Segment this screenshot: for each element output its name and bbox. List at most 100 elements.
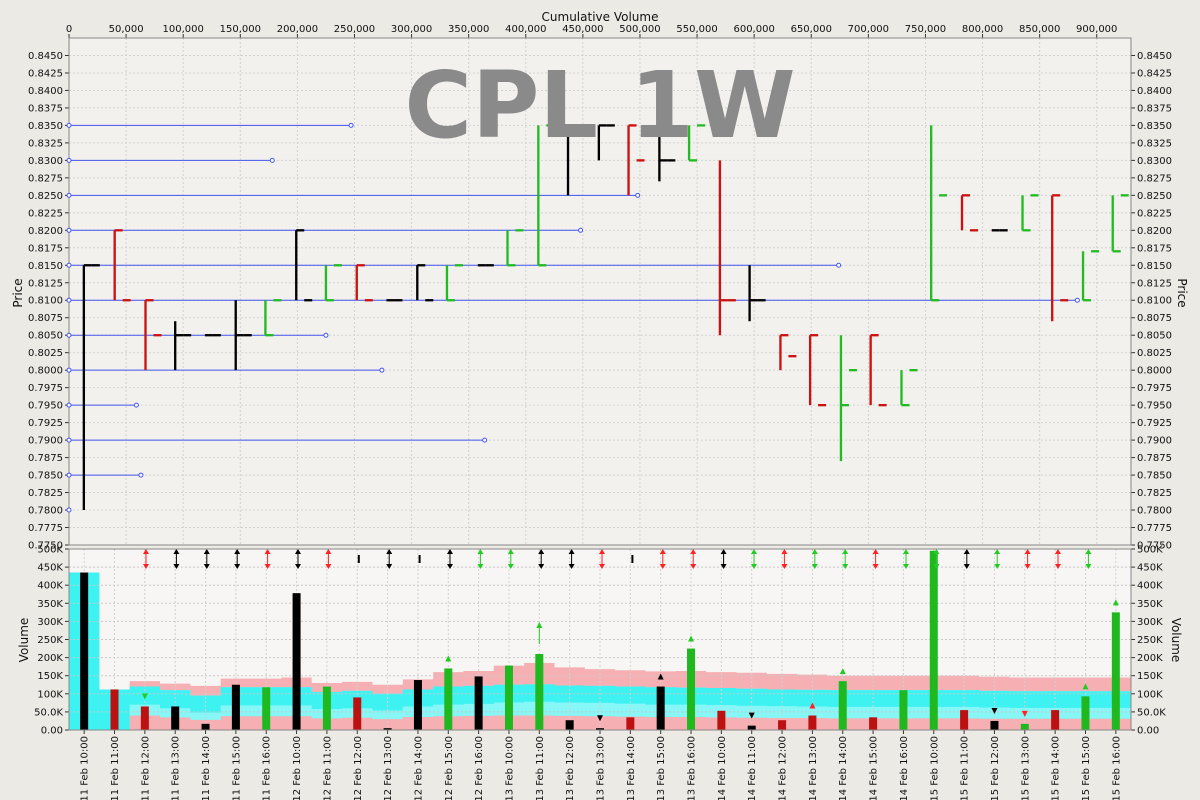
bar-annotation-up — [657, 673, 664, 680]
change-marker-down-head — [1085, 564, 1092, 569]
volume-tick-label-right: 0.00 — [1137, 726, 1159, 737]
x-tick-label: 650,000 — [791, 24, 832, 35]
change-marker-up-head — [325, 549, 332, 554]
x-tick-label: 300,000 — [391, 24, 432, 35]
change-marker-down-head — [872, 564, 879, 569]
volume-bar — [656, 686, 665, 730]
price-tick-label-right: 0.8250 — [1137, 191, 1172, 202]
bar-annotation-up — [809, 702, 816, 709]
volume-at-price-start — [66, 332, 72, 338]
change-marker — [720, 549, 727, 569]
price-tick-label-left: 0.7850 — [28, 471, 63, 482]
volume-tick-label-right: 50.0K — [1137, 707, 1166, 718]
price-tick-label-left: 0.8400 — [28, 86, 63, 97]
volume-at-price-start — [66, 192, 72, 198]
change-marker-down-head — [751, 564, 757, 569]
volume-bar — [262, 687, 271, 730]
price-tick-label-right: 0.7825 — [1137, 488, 1172, 499]
volume-at-price-start — [66, 402, 72, 408]
price-tick-label-left: 0.8325 — [28, 138, 63, 149]
volume-tick-label-left: 50.0K — [34, 707, 63, 718]
category-tick-label: 11 Feb 15:00 — [231, 736, 242, 800]
volume-bar — [717, 710, 726, 730]
price-axis-title-left: Price — [11, 278, 25, 307]
category-tick-label: 13 Feb 11:00 — [535, 736, 546, 800]
volume-tick-label-left: 350K — [37, 599, 63, 610]
change-marker-down-head — [842, 564, 849, 569]
category-tick-label: 15 Feb 14:00 — [1051, 736, 1062, 800]
change-marker-down-head — [325, 564, 332, 569]
volume-bar — [171, 706, 180, 730]
volume-bar — [413, 680, 422, 730]
volume-bar — [140, 706, 149, 730]
change-marker-up-head — [386, 549, 393, 554]
volume-bar — [535, 653, 544, 730]
price-tick-label-right: 0.8025 — [1137, 348, 1172, 359]
x-axis-title: Cumulative Volume — [542, 10, 659, 24]
volume-tick-label-left: 500K — [37, 545, 63, 556]
change-marker-up-head — [507, 549, 514, 554]
change-marker — [781, 549, 788, 569]
volume-bar — [231, 684, 240, 730]
volume-plot-border — [68, 548, 1132, 731]
category-tick-label: 15 Feb 16:00 — [1111, 736, 1122, 800]
change-marker — [386, 549, 393, 569]
category-tick-label: 12 Feb 13:00 — [383, 736, 394, 800]
volume-bar — [838, 681, 847, 730]
change-marker-up-head — [173, 549, 180, 554]
category-tick-label: 11 Feb 11:00 — [110, 736, 121, 800]
bar-annotation-down — [991, 707, 998, 714]
change-marker-down-head — [599, 564, 605, 569]
change-marker-up-head — [538, 549, 545, 554]
change-marker-up-head — [447, 549, 453, 554]
volume-bar — [353, 697, 362, 730]
category-tick-label: 11 Feb 13:00 — [171, 736, 182, 800]
volume-bar — [565, 720, 574, 730]
change-marker-up-head — [477, 549, 484, 554]
bar-annotation-down — [141, 693, 148, 700]
change-marker — [994, 549, 1001, 569]
bar-annotation-down — [1021, 710, 1028, 717]
change-marker-down-head — [811, 564, 818, 569]
change-marker — [872, 549, 879, 569]
change-marker-down-head — [1055, 564, 1061, 569]
change-marker — [325, 549, 332, 569]
volume-tick-label-right: 250K — [1137, 635, 1163, 646]
change-marker-down-head — [507, 564, 514, 569]
volume-at-price-end — [133, 402, 139, 408]
change-marker-up-head — [264, 549, 271, 554]
volume-bar — [990, 720, 999, 730]
price-axis-title-right: Price — [1175, 278, 1189, 307]
change-marker-up-head — [872, 549, 879, 554]
change-marker — [659, 549, 666, 569]
change-marker-up-head — [720, 549, 727, 554]
category-tick-label: 14 Feb 14:00 — [838, 736, 849, 800]
bar-annotation-arrow-head — [536, 621, 543, 628]
price-tick-label-right: 0.8300 — [1137, 156, 1172, 167]
change-marker — [1085, 549, 1092, 569]
volume-at-price-start — [66, 122, 72, 128]
price-tick-label-left: 0.7750 — [28, 541, 63, 552]
price-tick-label-left: 0.7875 — [28, 453, 63, 464]
price-tick-label-left: 0.7950 — [28, 401, 63, 412]
volume-bar — [1081, 696, 1090, 730]
category-tick-label: 14 Feb 16:00 — [899, 736, 910, 800]
volume-tick-label-left: 250K — [37, 635, 63, 646]
price-tick-label-right: 0.7950 — [1137, 401, 1172, 412]
price-tick-label-left: 0.8250 — [28, 191, 63, 202]
price-tick-label-left: 0.8300 — [28, 156, 63, 167]
volume-at-price-start — [66, 157, 72, 163]
change-marker-up-head — [143, 549, 149, 554]
price-tick-label-right: 0.8150 — [1137, 261, 1172, 272]
change-marker — [1024, 549, 1031, 569]
change-marker — [477, 549, 484, 569]
volume-tick-label-left: 150K — [37, 671, 63, 682]
price-tick-label-right: 0.8400 — [1137, 86, 1172, 97]
volume-bar — [1111, 612, 1120, 730]
x-tick-label: 250,000 — [334, 24, 375, 35]
volume-bar — [322, 686, 331, 730]
category-tick-label: 12 Feb 15:00 — [444, 736, 455, 800]
category-tick-label: 15 Feb 15:00 — [1081, 736, 1092, 800]
volume-at-price-end — [348, 122, 354, 128]
